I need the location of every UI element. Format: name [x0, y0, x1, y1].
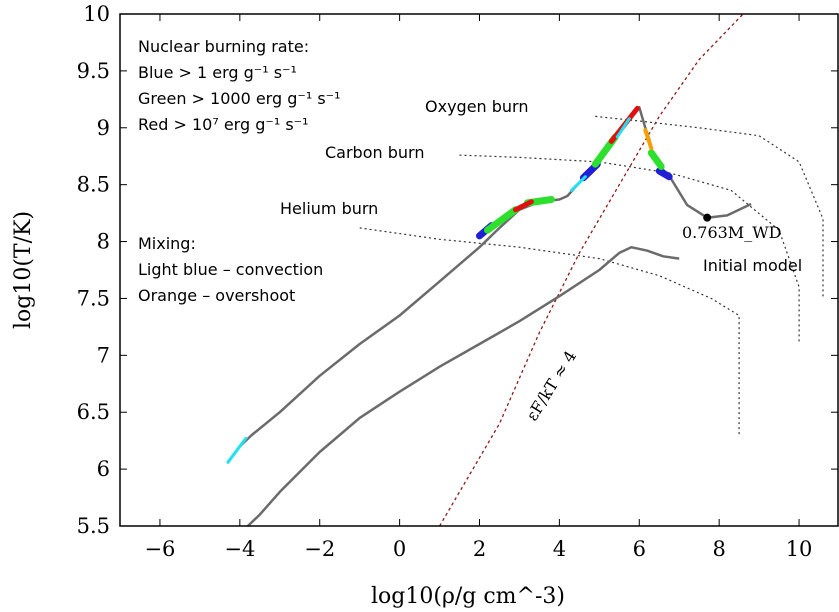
initial-model-curve [246, 245, 680, 527]
y-tick-label: 9.5 [77, 59, 110, 83]
y-axis-title: log10(T/K) [11, 211, 36, 329]
chart-curves [226, 13, 824, 527]
plot-frame [119, 13, 839, 527]
legend-blue: Blue > 1 erg g⁻¹ s⁻¹ [138, 63, 297, 82]
y-tick-label: 9 [97, 116, 110, 140]
legend-red: Red > 10⁷ erg g⁻¹ s⁻¹ [138, 115, 309, 134]
burning-green-segment [647, 149, 665, 170]
oxygen-burn-label: Oxygen burn [425, 97, 529, 116]
burning-red-segment [513, 199, 534, 213]
y-tick-label: 6 [97, 457, 110, 481]
mixing-title: Mixing: [138, 234, 196, 253]
burning-lightblue-segment [615, 117, 631, 139]
x-tick-label: 6 [633, 537, 646, 561]
white-dwarf-marker [703, 213, 712, 222]
degeneracy-label: εF/kT ≈ 4 [522, 347, 580, 424]
y-tick-label: 7 [97, 343, 110, 367]
y-tick-label: 8.5 [77, 173, 110, 197]
ignition-line [459, 154, 800, 344]
initial-model-label: Initial model [703, 256, 802, 275]
x-tick-label: −4 [224, 537, 255, 561]
helium-burn-label: Helium burn [280, 199, 378, 218]
y-tick-label: 10 [83, 2, 110, 26]
legend-green: Green > 1000 erg g⁻¹ s⁻¹ [138, 89, 341, 108]
y-tick-label: 6.5 [77, 400, 110, 424]
axis-ticks: −6 −4 −2 0 2 4 6 8 10 5.5 6 6.5 7 7.5 8 8.5 9 9.5 10 [77, 2, 838, 561]
mixing-overshoot: Orange – overshoot [138, 286, 295, 305]
x-tick-label: −2 [304, 537, 335, 561]
x-axis-title: log10(ρ/g cm^-3) [371, 584, 565, 609]
y-tick-label: 5.5 [77, 514, 110, 538]
x-tick-label: 8 [712, 537, 725, 561]
burning-lightblue-segment [569, 175, 587, 192]
wd-mass-label: 0.763M_WD [682, 223, 781, 242]
degeneracy-line [439, 13, 744, 527]
x-tick-label: −6 [144, 537, 175, 561]
x-tick-label: 0 [393, 537, 406, 561]
x-tick-label: 4 [553, 537, 566, 561]
x-tick-label: 10 [786, 537, 813, 561]
burning-orange-segment [643, 128, 654, 151]
y-tick-label: 7.5 [77, 286, 110, 310]
mixing-convection: Light blue – convection [138, 260, 323, 279]
evolution-track [226, 106, 752, 464]
x-tick-label: 2 [473, 537, 486, 561]
y-tick-label: 8 [97, 230, 110, 254]
burning-blue-segment [655, 167, 673, 181]
burning-green-segment [484, 206, 519, 234]
carbon-burn-label: Carbon burn [325, 143, 424, 162]
legend-title: Nuclear burning rate: [138, 37, 309, 56]
burning-lightblue-segment [226, 436, 248, 464]
